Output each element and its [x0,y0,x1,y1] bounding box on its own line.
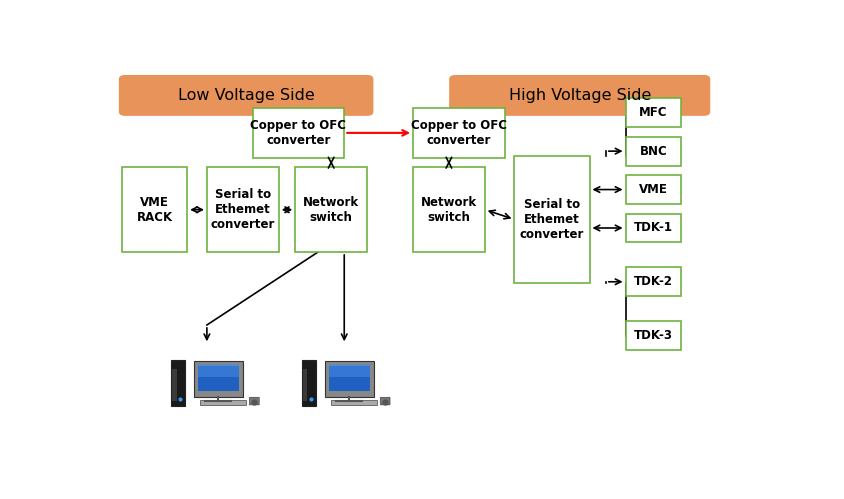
FancyBboxPatch shape [303,369,307,401]
FancyBboxPatch shape [625,267,681,296]
Text: Serial to
Ethemet
converter: Serial to Ethemet converter [520,198,584,241]
FancyBboxPatch shape [194,361,243,397]
Text: Serial to
Ethemet
converter: Serial to Ethemet converter [211,188,275,231]
FancyBboxPatch shape [325,361,374,397]
Text: Copper to OFC
converter: Copper to OFC converter [251,119,346,147]
FancyBboxPatch shape [625,137,681,166]
FancyBboxPatch shape [328,366,370,392]
FancyBboxPatch shape [331,400,377,405]
FancyBboxPatch shape [197,366,239,392]
FancyBboxPatch shape [625,321,681,350]
FancyBboxPatch shape [200,400,246,405]
FancyBboxPatch shape [197,364,239,377]
FancyBboxPatch shape [120,76,372,115]
Text: High Voltage Side: High Voltage Side [509,88,651,103]
Text: VME: VME [639,183,668,196]
FancyBboxPatch shape [302,360,316,406]
Text: Network
switch: Network switch [303,196,360,224]
FancyBboxPatch shape [625,175,681,204]
FancyBboxPatch shape [413,168,484,252]
FancyBboxPatch shape [625,98,681,127]
FancyBboxPatch shape [328,364,370,377]
FancyBboxPatch shape [122,168,187,252]
Text: TDK-3: TDK-3 [634,329,673,342]
FancyBboxPatch shape [413,108,505,158]
FancyBboxPatch shape [207,168,279,252]
FancyBboxPatch shape [625,214,681,243]
FancyBboxPatch shape [514,156,589,283]
Text: TDK-2: TDK-2 [634,275,673,288]
FancyBboxPatch shape [171,360,186,406]
FancyBboxPatch shape [252,108,344,158]
FancyBboxPatch shape [295,168,367,252]
Text: MFC: MFC [639,106,668,119]
FancyBboxPatch shape [380,397,390,405]
Text: Network
switch: Network switch [421,196,477,224]
Text: TDK-1: TDK-1 [634,222,673,235]
Text: BNC: BNC [640,145,668,158]
FancyBboxPatch shape [450,76,709,115]
Text: Low Voltage Side: Low Voltage Side [178,88,315,103]
FancyBboxPatch shape [172,369,176,401]
Text: Copper to OFC
converter: Copper to OFC converter [411,119,506,147]
FancyBboxPatch shape [250,397,259,405]
Text: VME
RACK: VME RACK [137,196,173,224]
